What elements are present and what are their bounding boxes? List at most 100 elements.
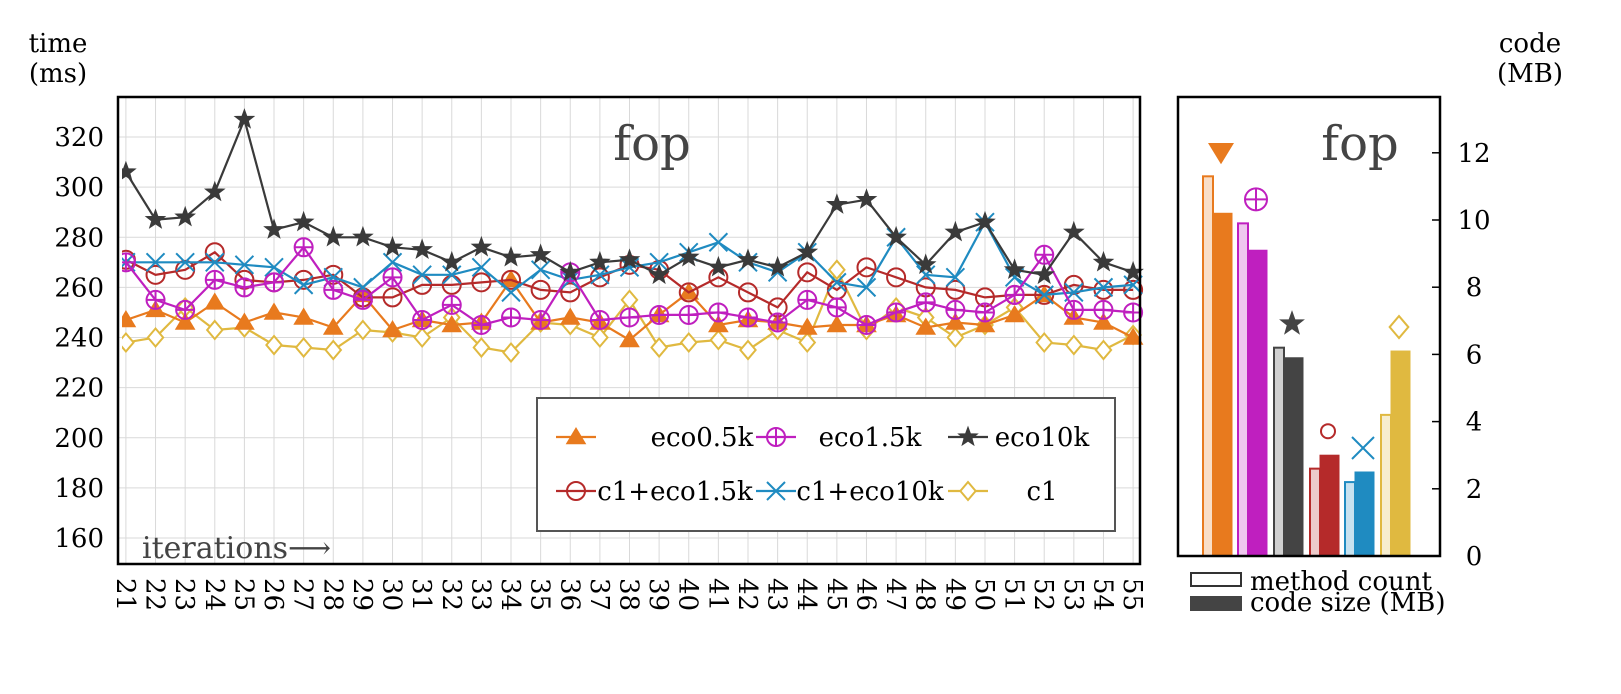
data-point: eco10k: 53, 282 [1062, 220, 1085, 242]
x-tick-label: 25 [228, 578, 258, 611]
data-point: eco1.5k: 47, 250 [886, 302, 907, 323]
data-point: eco10k: 39, 265 [648, 263, 670, 285]
bar-marker [1208, 143, 1234, 165]
x-tick-label: 49 [939, 578, 969, 611]
y-tick-label: 260 [54, 273, 104, 303]
data-point: c1+eco10k: 46, 260 [856, 277, 877, 298]
data-point: c1+eco1.5k: 46, 268 [856, 257, 877, 278]
data-point: eco1.5k: 24, 263 [204, 269, 225, 290]
data-point: eco0.5k: 32, 245 [441, 314, 463, 333]
data-point: eco1.5k: 34, 248 [501, 307, 522, 328]
y-tick-label: 180 [54, 474, 104, 504]
data-point: eco10k: 32, 270 [440, 250, 463, 272]
bar-marker [1244, 187, 1268, 212]
bar-code-size [1212, 212, 1233, 557]
data-point: eco0.5k: 54, 246 [1093, 312, 1114, 330]
data-point: eco0.5k: 44, 244 [796, 317, 818, 335]
bar-marker [1351, 436, 1375, 460]
data-point: c1: 33, 236 [472, 336, 491, 359]
data-point: c1: 52, 238 [1035, 331, 1054, 354]
x-tick-label: 40 [673, 578, 703, 611]
data-point: eco1.5k: 42, 248 [737, 307, 758, 328]
data-point: eco0.5k: 55, 240 [1122, 327, 1144, 345]
data-point: c1+eco10k: 48, 265 [916, 265, 936, 285]
data-point: eco10k: 43, 268 [766, 255, 789, 277]
data-point: c1+eco10k: 52, 257 [1034, 285, 1054, 305]
data-point: c1+eco10k: 23, 270 [175, 252, 195, 273]
legend-marker [766, 427, 786, 447]
data-point: c1+eco10k: 24, 270 [205, 252, 225, 273]
data-point: eco10k: 25, 327 [233, 108, 256, 129]
x-tick-label: 48 [910, 578, 940, 611]
right-chart-title: fop [1321, 116, 1398, 172]
x-axis-label: iterations⟶ [142, 531, 331, 566]
x-tick-label: 52 [1028, 578, 1058, 611]
legend-marker [959, 480, 977, 502]
x-tick-label: 21 [110, 578, 140, 611]
data-point: eco10k: 23, 288 [174, 205, 196, 227]
data-point: eco1.5k: 48, 254 [915, 292, 936, 313]
data-point: eco0.5k: 30, 243 [382, 320, 403, 338]
legend-marker [766, 481, 786, 501]
data-point: c1+eco10k: 54, 260 [1093, 277, 1114, 298]
bar-method-count [1202, 175, 1214, 557]
legend-label: c1+eco10k [796, 477, 944, 507]
data-point: eco1.5k: 51, 257 [1004, 284, 1025, 305]
data-point: c1+eco10k: 45, 262 [827, 272, 847, 293]
x-tick-label: 50 [969, 578, 999, 611]
data-point: eco0.5k: 26, 250 [263, 302, 285, 320]
x-tick-label: 29 [347, 578, 377, 611]
data-point: c1: 53, 237 [1064, 334, 1083, 356]
x-tick-label: 41 [702, 578, 732, 611]
data-point: c1+eco10k: 32, 265 [442, 265, 462, 285]
data-point: eco10k: 50, 286 [974, 210, 996, 232]
data-point: c1+eco10k: 34, 258 [501, 282, 521, 303]
x-tick-label: 53 [1058, 578, 1088, 611]
right-y-tick-label: 12 [1457, 139, 1490, 169]
data-point: eco0.5k: 21, 247 [122, 309, 137, 328]
data-point: c1+eco10k: 30, 270 [382, 252, 403, 273]
x-tick-label: 28 [317, 578, 347, 611]
data-point: eco1.5k: 26, 262 [264, 272, 285, 293]
legend-item-c1+eco10k: c1+eco10k [756, 477, 944, 507]
left-plot-frame [116, 95, 1142, 566]
data-point: c1+eco1.5k: 44, 266 [797, 262, 818, 283]
data-point: eco10k: 30, 276 [381, 235, 404, 257]
data-point: eco1.5k: 33, 245 [471, 314, 492, 335]
legend-marker [957, 425, 979, 447]
data-point: eco1.5k: 40, 249 [678, 304, 699, 325]
y-tick-label: 300 [54, 173, 104, 203]
y-tick-label: 320 [54, 123, 104, 153]
right-y-tick-label: 0 [1466, 542, 1483, 572]
data-point: eco10k: 27, 286 [292, 210, 315, 232]
data-point: c1: 26, 237 [265, 334, 283, 356]
data-point: c1+eco10k: 27, 261 [293, 275, 314, 295]
data-point: c1: 21, 238 [122, 331, 135, 354]
x-tick-label: 39 [643, 578, 673, 611]
right-ylabel-line2: (MB) [1497, 59, 1563, 89]
data-point: eco1.5k: 53, 251 [1063, 299, 1084, 320]
data-point: eco0.5k: 36, 248 [559, 307, 581, 325]
data-point: c1+eco1.5k: 34, 263 [501, 269, 522, 290]
data-point: eco0.5k: 41, 245 [708, 314, 729, 333]
data-point: eco1.5k: 22, 255 [145, 289, 166, 310]
data-point: c1+eco10k: 35, 267 [530, 260, 551, 280]
data-point: c1: 29, 243 [353, 319, 372, 341]
data-point: c1: 44, 238 [798, 331, 817, 354]
left-chart-title: fop [613, 116, 690, 172]
data-point: c1+eco1.5k: 55, 259 [1123, 279, 1144, 300]
data-point: eco10k: 54, 270 [1092, 250, 1115, 272]
legend-label: eco10k [995, 423, 1090, 453]
data-point: c1+eco1.5k: 49, 259 [945, 279, 966, 300]
bar-group-eco10k [1273, 310, 1305, 557]
series-eco10k: eco10k: 21, 306 eco10k: 22, 287 eco10k: 23… [122, 108, 1144, 285]
x-tick-label: 23 [169, 578, 199, 611]
x-tick-label: 51 [999, 578, 1029, 611]
data-point: eco10k: 34, 272 [500, 245, 522, 267]
data-point: eco1.5k: 25, 260 [234, 277, 255, 298]
x-tick-label: 38 [614, 578, 644, 611]
legend-label: c1 [1026, 477, 1057, 507]
data-point: eco1.5k: 44, 255 [797, 289, 818, 310]
bar-group-c1+eco1.5k [1309, 423, 1340, 558]
